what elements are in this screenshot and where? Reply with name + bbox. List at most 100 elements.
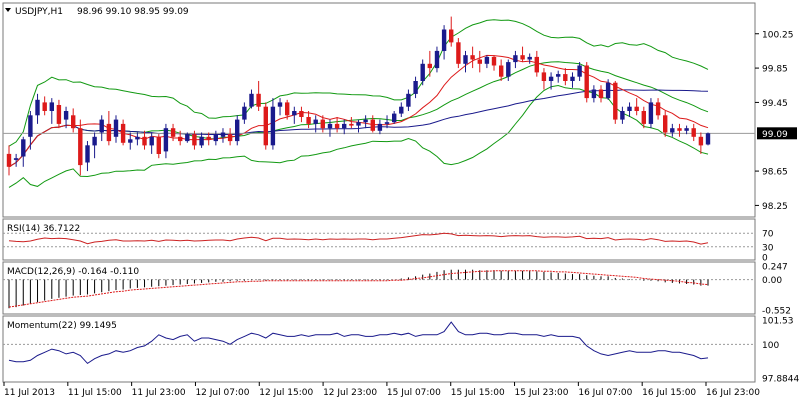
macd-tick-label: 0.247: [762, 263, 788, 273]
candle-body: [327, 123, 333, 129]
candle-body: [185, 134, 190, 142]
candle-body: [256, 93, 261, 107]
candle-body: [691, 128, 696, 137]
candle-body: [456, 42, 461, 64]
candle-body: [306, 117, 311, 124]
candle-body: [277, 102, 283, 107]
candle-body: [235, 119, 240, 142]
candle-body: [698, 136, 704, 146]
price-tick-label: 100.25: [762, 30, 794, 40]
time-tick-label: 11 Jul 2013: [4, 388, 55, 398]
time-tick-label: 16 Jul 15:00: [642, 388, 696, 398]
time-tick-label: 15 Jul 07:00: [387, 388, 441, 398]
candle-body: [655, 102, 661, 116]
momentum-tick-label: 97.8844: [762, 375, 799, 385]
candle-body: [71, 115, 76, 129]
candle-body: [199, 136, 204, 146]
candle-body: [299, 111, 304, 117]
candle-body: [135, 136, 140, 140]
candle-body: [56, 105, 62, 124]
candle-body: [220, 132, 226, 137]
momentum-label: Momentum(22) 99.1495: [7, 321, 117, 331]
candle-body: [349, 123, 354, 126]
time-tick-label: 15 Jul 15:00: [451, 388, 505, 398]
candle-body: [663, 115, 668, 133]
candle-body: [377, 123, 383, 131]
candle-body: [534, 56, 539, 73]
candle-body: [598, 89, 604, 99]
candle-body: [541, 72, 547, 81]
candle-body: [477, 59, 482, 64]
candle-body: [242, 106, 247, 120]
candle-body: [420, 63, 425, 81]
candle-body: [406, 93, 411, 107]
candle-body: [634, 106, 639, 111]
candle-body: [584, 65, 589, 99]
candle-body: [356, 122, 361, 126]
rsi-tick-label: 70: [762, 230, 774, 240]
candle-body: [577, 65, 582, 77]
candle-body: [470, 55, 475, 60]
candle-body: [506, 62, 511, 77]
candle-body: [591, 89, 597, 99]
price-tick-label: 99.85: [762, 65, 788, 75]
time-tick-label: 16 Jul 23:00: [706, 388, 760, 398]
dropdown-triangle-icon[interactable]: [5, 8, 11, 12]
candle-body: [149, 136, 154, 146]
candle-body: [249, 93, 254, 107]
candle-body: [270, 106, 276, 146]
candle-body: [128, 139, 133, 143]
momentum-line: [8, 321, 709, 365]
macd-layer: [3, 269, 755, 309]
rsi-label: RSI(14) 36.7122: [7, 224, 80, 234]
candle-body: [491, 56, 497, 66]
candle-body: [28, 115, 33, 137]
candle-body: [63, 111, 69, 120]
time-tick-label: 15 Jul 23:00: [515, 388, 569, 398]
candle-body: [449, 29, 454, 43]
candle-body: [620, 111, 625, 120]
candle-body: [320, 119, 325, 129]
candle-body: [363, 119, 368, 123]
candle-body: [677, 128, 682, 131]
momentum-layer: [3, 321, 755, 365]
time-tick-label: 12 Jul 07:00: [195, 388, 249, 398]
candle-body: [413, 81, 418, 94]
candle-body: [206, 136, 211, 140]
bollinger-upper-line: [8, 19, 709, 147]
candle-body: [113, 119, 119, 137]
candle-body: [484, 56, 490, 64]
candle-body: [513, 55, 518, 63]
candle-body: [292, 111, 297, 116]
candle-body: [548, 76, 554, 81]
candle-body: [142, 136, 147, 146]
candle-body: [192, 134, 197, 146]
last-price-label: 99.09: [762, 130, 788, 140]
candle-body: [263, 106, 268, 146]
candle-body: [556, 74, 561, 77]
candle-body: [342, 123, 347, 129]
macd-tick-label: -0.552: [762, 307, 791, 317]
candle-body: [648, 102, 654, 124]
candle-body: [163, 128, 169, 152]
candle-body: [35, 99, 40, 116]
candle-body: [78, 128, 83, 166]
candle-body: [684, 128, 689, 131]
candle-body: [21, 139, 26, 157]
last-price-badge: [757, 127, 797, 140]
candle-body: [434, 50, 440, 69]
candle-body: [441, 29, 447, 51]
candle-body: [6, 153, 12, 167]
time-tick-label: 12 Jul 23:00: [323, 388, 377, 398]
candle-body: [384, 122, 390, 124]
candle-body: [106, 123, 112, 142]
ohlc-label: 98.96 99.10 98.95 99.09: [77, 7, 189, 17]
bollinger-middle-line: [8, 61, 709, 168]
candle-body: [527, 56, 532, 60]
candle-body: [213, 134, 218, 142]
momentum-tick-label: 100: [762, 341, 779, 351]
candle-body: [499, 65, 504, 77]
time-tick-label: 12 Jul 15:00: [259, 388, 313, 398]
candle-body: [463, 55, 468, 64]
